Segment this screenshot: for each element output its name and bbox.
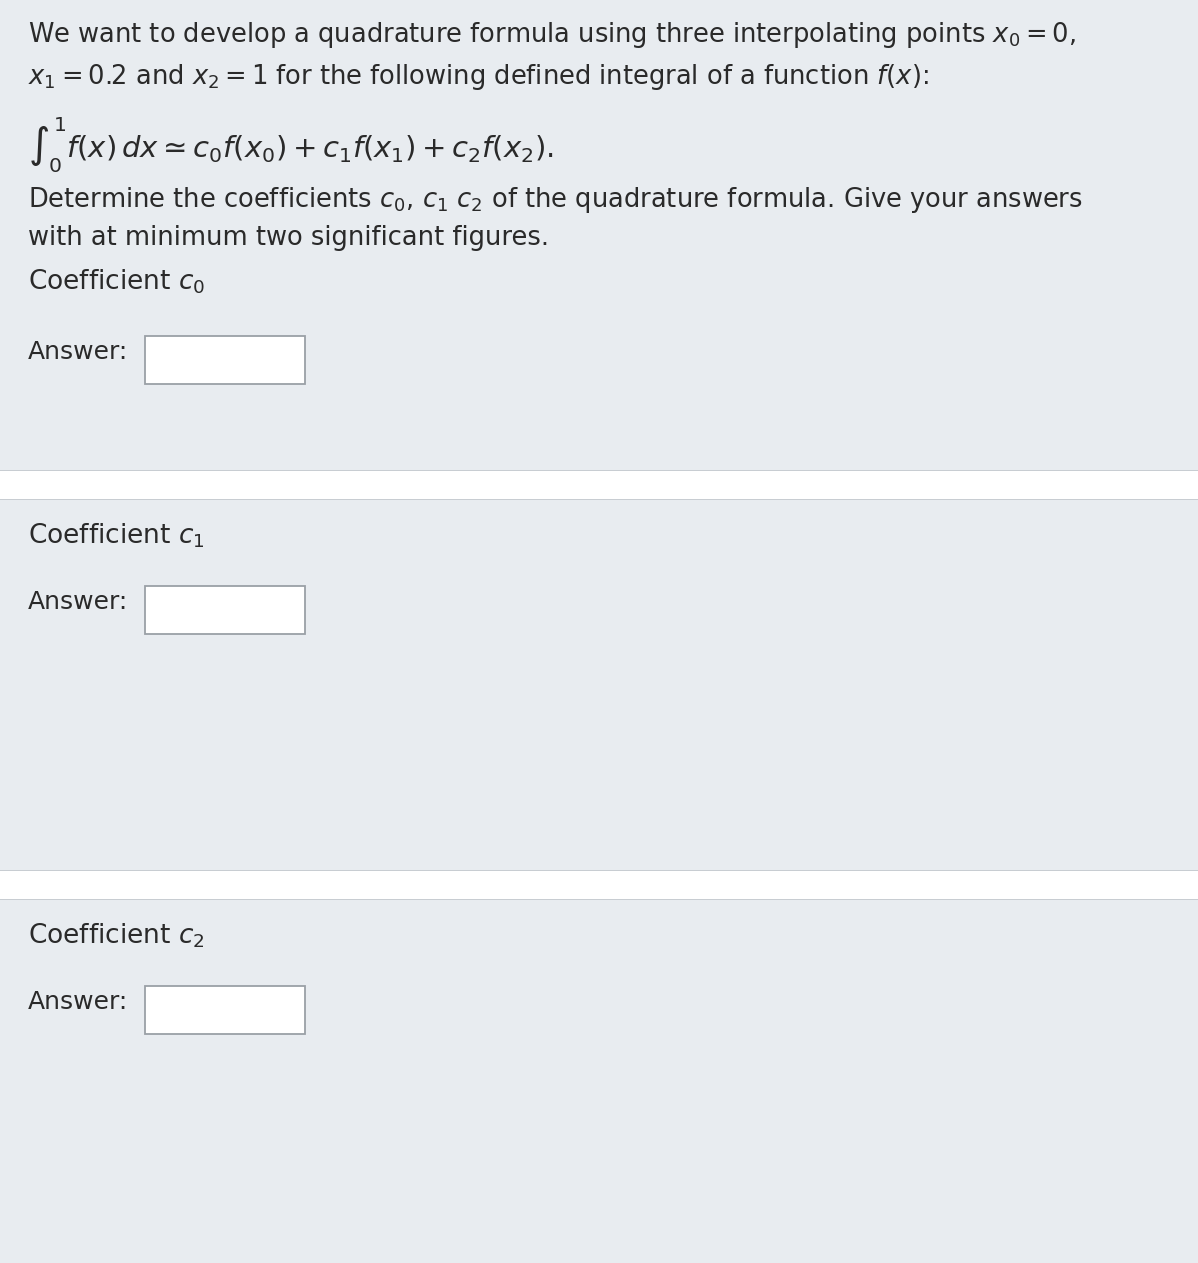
Text: Coefficient $c_1$: Coefficient $c_1$ [28, 522, 205, 551]
Text: Determine the coefficients $c_0$, $c_1$ $c_2$ of the quadrature formula. Give yo: Determine the coefficients $c_0$, $c_1$ … [28, 184, 1083, 215]
Bar [0, 901, 1198, 1263]
Text: Answer:: Answer: [28, 340, 128, 364]
Text: with at minimum two significant figures.: with at minimum two significant figures. [28, 225, 549, 251]
Bar [145, 336, 305, 384]
Text: $\int_0^1 f(x)\,dx \simeq c_0 f(x_0) + c_1 f(x_1) + c_2 f(x_2).$: $\int_0^1 f(x)\,dx \simeq c_0 f(x_0) + c… [28, 115, 553, 174]
Text: Answer:: Answer: [28, 990, 128, 1014]
Bar [0, 870, 1198, 901]
Text: Answer:: Answer: [28, 590, 128, 614]
Bar [0, 0, 1198, 470]
Text: Coefficient $c_2$: Coefficient $c_2$ [28, 922, 205, 951]
Bar [145, 986, 305, 1034]
Text: Coefficient $c_0$: Coefficient $c_0$ [28, 268, 205, 297]
Text: We want to develop a quadrature formula using three interpolating points $x_0 = : We want to develop a quadrature formula … [28, 20, 1076, 51]
Bar [145, 586, 305, 634]
Text: $x_1 = 0.2$ and $x_2 = 1$ for the following defined integral of a function $f(x): $x_1 = 0.2$ and $x_2 = 1$ for the follow… [28, 62, 928, 92]
Bar [0, 470, 1198, 500]
Bar [0, 500, 1198, 870]
